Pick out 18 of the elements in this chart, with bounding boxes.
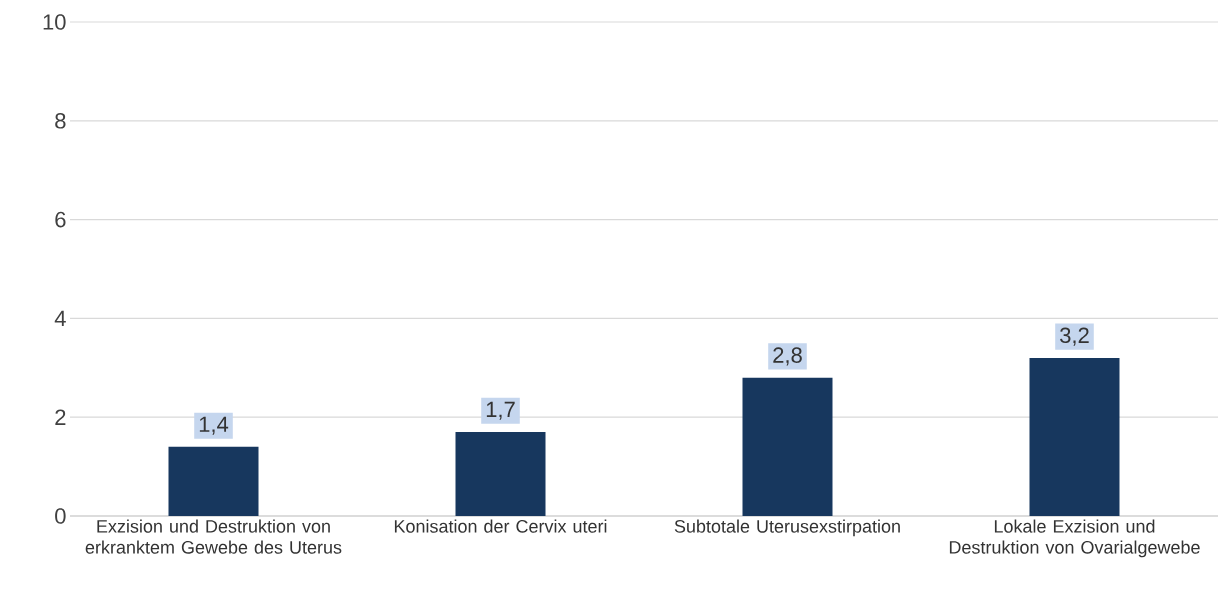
bar [1029,357,1120,516]
bar [742,377,833,516]
y-tick-label: 4 [54,310,66,326]
bar [168,446,259,516]
y-tick-label: 0 [55,508,66,524]
data-label: 3,2 [1060,327,1089,346]
data-label: 1,4 [199,416,229,435]
data-label: 2,8 [773,347,802,366]
data-label: 1,7 [486,401,515,420]
x-tick-label: Subtotale Uterusexstirpation [674,519,900,537]
y-tick-label: 10 [43,14,66,30]
y-tick-label: 8 [55,113,66,129]
y-tick-label: 6 [55,211,66,228]
y-tick-label: 2 [55,409,66,425]
bar [455,432,546,516]
x-tick-label: Lokale Exzision und Destruktion von Ovarialgewebe [949,519,1200,558]
x-tick-label: Konisation der Cervix uteri [394,519,607,533]
x-tick-label: Exzision und Destruktion von erkranktem Gewebe des Uterus [85,519,342,554]
